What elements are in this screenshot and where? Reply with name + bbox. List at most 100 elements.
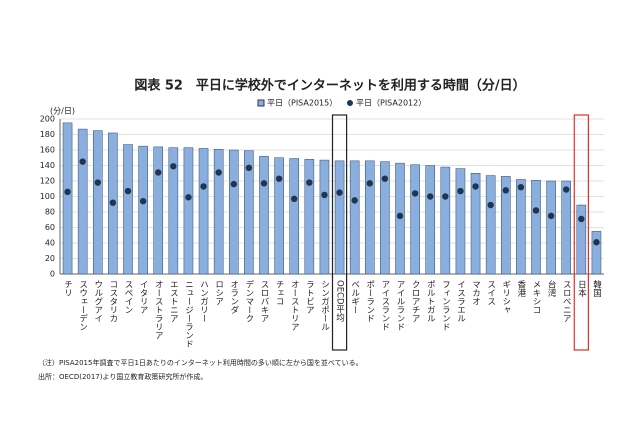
bar — [576, 204, 587, 275]
dot — [230, 180, 237, 188]
dot — [442, 193, 449, 200]
legend-label: 平日（PISA2012） — [356, 99, 426, 108]
bar — [546, 180, 556, 275]
x-tick-label: 日本 — [576, 280, 586, 298]
x-tick-label: コスタリカ — [108, 280, 118, 323]
x-tick-label: ポーランド — [365, 280, 375, 323]
dot — [170, 163, 177, 170]
x-tick-label: フィンランド — [440, 280, 450, 331]
dot — [124, 187, 132, 195]
bar — [561, 180, 572, 275]
dot — [593, 239, 600, 246]
dot — [563, 186, 570, 193]
bar — [62, 122, 73, 275]
x-tick-label: 台湾 — [546, 279, 556, 298]
bar — [153, 146, 164, 275]
x-tick-label: ハンガリー — [199, 280, 209, 323]
bar — [516, 179, 526, 275]
bar — [304, 159, 315, 275]
bar — [410, 164, 420, 275]
x-tick-label: オーストリア — [289, 280, 299, 331]
y-tick-label: 0 — [50, 270, 55, 279]
dot — [185, 194, 192, 201]
x-tick-label: スウェーデン — [78, 280, 88, 331]
dot — [502, 187, 509, 194]
x-tick-label: スロベニア — [561, 280, 571, 323]
y-tick-label: 80 — [45, 208, 55, 217]
x-tick-label: イタリア — [138, 280, 148, 314]
y-tick-label: 140 — [40, 161, 55, 170]
bar — [198, 148, 209, 275]
x-tick-label: クロアチア — [410, 280, 420, 323]
x-tick-label: ロシア — [214, 280, 224, 306]
x-tick-label: シンガポール — [319, 280, 329, 331]
bar — [531, 179, 541, 275]
x-tick-label: オーストラリア — [153, 280, 163, 340]
dot — [472, 183, 479, 190]
y-tick-label: 180 — [40, 130, 55, 139]
bar — [349, 160, 360, 275]
dot — [260, 180, 268, 187]
dot — [366, 180, 373, 187]
x-tick-label: ポルトガル — [425, 280, 435, 323]
bar — [380, 161, 390, 275]
x-tick-label: チェコ — [274, 280, 284, 306]
dot — [517, 184, 525, 191]
bar — [425, 165, 436, 275]
bar — [92, 130, 103, 275]
dot — [64, 188, 71, 196]
dot — [351, 197, 358, 204]
x-tick-label: スイス — [486, 280, 496, 306]
bar — [591, 231, 602, 275]
bar — [334, 160, 345, 275]
dot — [411, 190, 419, 197]
x-tick-label: ウルグアイ — [93, 280, 103, 323]
dot — [275, 175, 283, 182]
dot — [215, 169, 222, 176]
x-tick-label: スロバキア — [259, 280, 269, 323]
bar — [259, 155, 269, 275]
dot — [321, 191, 328, 199]
dot — [381, 175, 389, 182]
bar — [364, 160, 375, 275]
dot — [396, 212, 404, 220]
dot — [94, 179, 101, 186]
dot — [291, 195, 298, 203]
dot — [306, 179, 313, 186]
bar — [123, 144, 133, 275]
legend-swatch — [347, 100, 353, 106]
dot — [155, 169, 162, 176]
bar — [244, 150, 254, 275]
bar — [77, 128, 88, 275]
bar — [500, 176, 511, 275]
dot — [139, 197, 147, 205]
x-tick-label: デンマーク — [244, 279, 254, 322]
x-tick-label: 韓国 — [591, 279, 601, 298]
bar — [213, 148, 224, 275]
dot — [578, 215, 585, 223]
x-tick-label: エストニア — [168, 280, 178, 323]
x-tick-label: アイスランド — [380, 280, 390, 331]
x-tick-label: チリ — [63, 280, 73, 297]
dot — [532, 207, 540, 214]
x-tick-label: ニュージーランド — [183, 280, 193, 348]
dot — [109, 199, 117, 206]
y-unit: (分/日) — [50, 107, 75, 116]
bar — [440, 166, 451, 275]
x-tick-label: ギリシャ — [501, 280, 511, 314]
y-tick-label: 120 — [40, 177, 55, 186]
legend-label: 平日（PISA2015） — [267, 99, 337, 108]
note: 出所：OECD(2017)より国立教育政策研究所が作成。 — [38, 372, 207, 381]
highlight-box — [573, 114, 589, 351]
dot — [457, 187, 464, 195]
dot — [200, 183, 207, 190]
bar — [183, 147, 194, 275]
x-tick-label: スペイン — [123, 280, 133, 314]
bar — [470, 173, 481, 275]
x-tick-label: ベルギー — [350, 280, 360, 314]
dot — [336, 189, 343, 196]
x-tick-label: メキシコ — [531, 280, 541, 314]
chart-title: 図表 52 平日に学校外でインターネットを利用する時間（分/日） — [134, 78, 525, 94]
legend-swatch — [257, 99, 265, 107]
